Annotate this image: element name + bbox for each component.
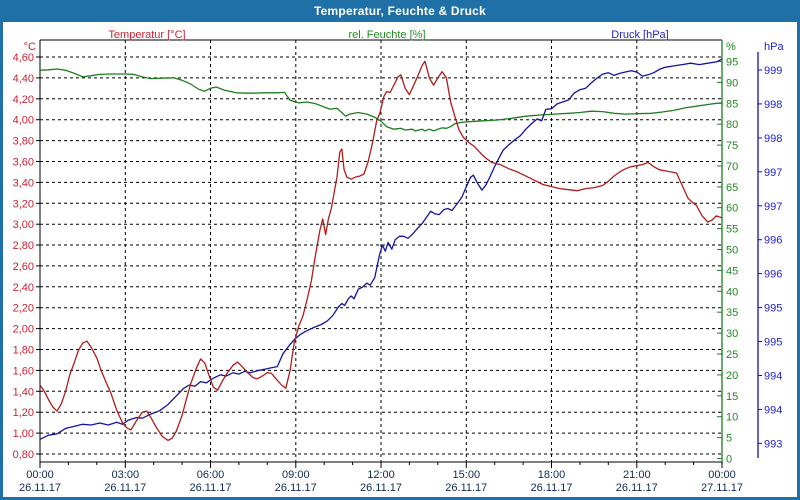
window-title: Temperatur, Feuchte & Druck [314, 4, 486, 18]
date-tick-label: 26.11.17 [275, 482, 317, 494]
temperature-tick-label: 1,20 [13, 407, 34, 419]
pressure-tick-label: 995 [764, 303, 782, 315]
legend-temperature: Temperatur [°C] [108, 29, 185, 41]
pressure-tick-label: 998 [764, 133, 782, 145]
time-tick-label: 00:00 [26, 469, 54, 481]
humidity-tick-label: 80 [726, 119, 738, 131]
humidity-tick-label: 70 [726, 161, 738, 173]
plot-background [3, 22, 797, 497]
pressure-line [39, 58, 723, 440]
temperature-tick-label: 1,80 [13, 345, 34, 357]
humidity-tick-label: 5 [726, 433, 732, 445]
humidity-tick-label: 65 [726, 182, 738, 194]
humidity-tick-label: 0 [726, 454, 732, 466]
temperature-unit-label: °C [24, 41, 36, 53]
pressure-tick-label: 997 [764, 201, 782, 213]
humidity-tick-label: 75 [726, 140, 738, 152]
time-axis-labels: 00:0026.11.1703:0026.11.1706:0026.11.170… [19, 469, 743, 494]
pressure-tick-label: 998 [764, 99, 782, 111]
humidity-tick-label: 55 [726, 224, 738, 236]
temperature-tick-label: 3,20 [13, 198, 34, 210]
temperature-tick-label: 2,20 [13, 303, 34, 315]
pressure-tick-label: 995 [764, 337, 782, 349]
pressure-tick-label: 994 [764, 404, 782, 416]
pressure-tick-label: 996 [764, 235, 782, 247]
humidity-tick-label: 40 [726, 286, 738, 298]
date-tick-label: 26.11.17 [189, 482, 231, 494]
temperature-tick-label: 2,00 [13, 324, 34, 336]
time-tick-label: 03:00 [112, 469, 140, 481]
date-tick-label: 26.11.17 [445, 482, 487, 494]
temperature-tick-label: 3,60 [13, 157, 34, 169]
date-tick-label: 26.11.17 [104, 482, 146, 494]
window-title-bar[interactable]: Temperatur, Feuchte & Druck [0, 0, 800, 22]
time-tick-label: 21:00 [623, 469, 651, 481]
humidity-tick-label: 60 [726, 203, 738, 215]
humidity-tick-label: 90 [726, 77, 738, 89]
humidity-tick-label: 95 [726, 57, 738, 69]
humidity-unit-label: % [726, 41, 736, 53]
pressure-unit-label: hPa [764, 41, 784, 53]
time-tick-label: 06:00 [197, 469, 225, 481]
temperature-tick-label: 4,40 [13, 73, 34, 85]
axis-ticks [36, 56, 762, 468]
date-tick-label: 26.11.17 [616, 482, 658, 494]
humidity-tick-label: 30 [726, 328, 738, 340]
temperature-tick-label: 2,60 [13, 261, 34, 273]
temperature-tick-label: 3,40 [13, 177, 34, 189]
temperature-tick-label: 0,80 [13, 449, 34, 461]
time-tick-label: 00:00 [708, 469, 736, 481]
temperature-tick-label: 3,80 [13, 136, 34, 148]
date-tick-label: 27.11.17 [701, 482, 743, 494]
humidity-tick-label: 45 [726, 265, 738, 277]
time-tick-label: 09:00 [282, 469, 310, 481]
time-tick-label: 15:00 [453, 469, 481, 481]
data-series-lines [39, 58, 723, 442]
legend-humidity: rel. Feuchte [%] [348, 29, 425, 41]
date-tick-label: 26.11.17 [19, 482, 61, 494]
humidity-tick-label: 85 [726, 98, 738, 110]
temperature-tick-label: 4,00 [13, 115, 34, 127]
temperature-tick-label: 2,40 [13, 282, 34, 294]
temperature-tick-label: 1,40 [13, 386, 34, 398]
humidity-tick-label: 20 [726, 370, 738, 382]
humidity-line [39, 68, 723, 132]
humidity-tick-label: 15 [726, 391, 738, 403]
temperature-tick-label: 3,00 [13, 219, 34, 231]
time-tick-label: 12:00 [367, 469, 395, 481]
temperature-axis-labels: 4,60 4,40 4,20 4,00 3,80 3,60 3,40 3,20 3,00 2,80… [13, 52, 34, 461]
temperature-tick-label: 1,60 [13, 365, 34, 377]
temperature-tick-label: 4,60 [13, 52, 34, 64]
temperature-tick-label: 2,80 [13, 240, 34, 252]
pressure-tick-label: 997 [764, 167, 782, 179]
temperature-line [39, 60, 723, 442]
date-tick-label: 26.11.17 [360, 482, 402, 494]
pressure-tick-label: 996 [764, 269, 782, 281]
pressure-tick-label: 993 [764, 438, 782, 450]
humidity-tick-label: 50 [726, 245, 738, 257]
pressure-tick-label: 999 [764, 65, 782, 77]
temperature-tick-label: 1,00 [13, 428, 34, 440]
humidity-tick-label: 10 [726, 412, 738, 424]
humidity-tick-label: 35 [726, 307, 738, 319]
humidity-tick-label: 25 [726, 349, 738, 361]
pressure-axis-labels: 999 998 998 997 997 996 996 995 995 994 994 993 [764, 65, 782, 450]
legend-pressure: Druck [hPa] [611, 29, 668, 41]
date-tick-label: 26.11.17 [530, 482, 572, 494]
temperature-tick-label: 4,20 [13, 94, 34, 106]
time-tick-label: 18:00 [538, 469, 566, 481]
pressure-tick-label: 994 [764, 371, 782, 383]
